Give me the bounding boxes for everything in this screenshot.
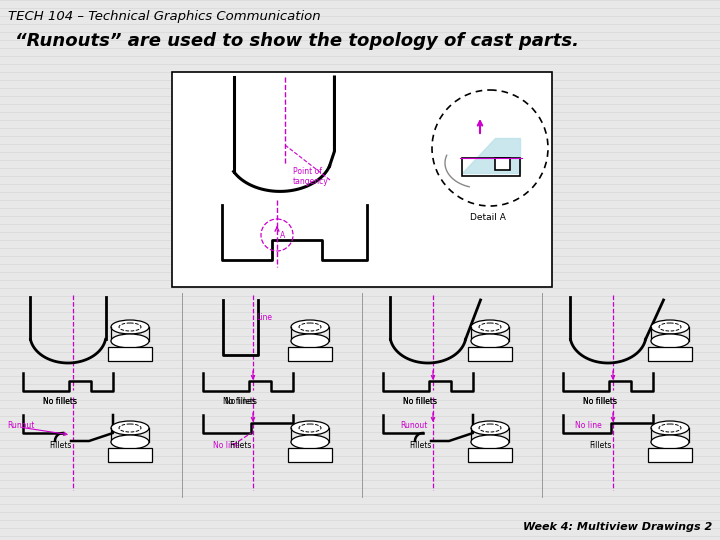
Ellipse shape: [111, 334, 149, 348]
Bar: [172, 72, 552, 287]
Ellipse shape: [111, 320, 149, 334]
Text: Runout: Runout: [400, 421, 428, 430]
Bar: [468, 448, 512, 462]
Ellipse shape: [471, 320, 509, 334]
Text: No fillets: No fillets: [583, 397, 617, 406]
Text: Fillets: Fillets: [229, 441, 251, 450]
Text: Fillets: Fillets: [49, 441, 71, 450]
Ellipse shape: [291, 421, 329, 435]
Text: No fillets: No fillets: [403, 397, 437, 406]
Text: No fillets: No fillets: [223, 397, 257, 406]
Text: A: A: [280, 231, 285, 240]
Text: Point of
tangency: Point of tangency: [293, 167, 329, 186]
Text: TECH 104 – Technical Graphics Communication: TECH 104 – Technical Graphics Communicat…: [8, 10, 320, 23]
Text: No line: No line: [575, 421, 602, 430]
Text: No fillets: No fillets: [403, 397, 437, 406]
Bar: [648, 347, 692, 361]
Bar: [108, 448, 152, 462]
Bar: [108, 347, 152, 361]
Text: Week 4: Multiview Drawings 2: Week 4: Multiview Drawings 2: [523, 522, 712, 532]
Text: No fillets: No fillets: [43, 397, 77, 406]
Text: Line: Line: [256, 313, 272, 322]
Text: No fillets: No fillets: [583, 397, 617, 406]
Ellipse shape: [651, 421, 689, 435]
Ellipse shape: [471, 421, 509, 435]
Text: Detail A: Detail A: [470, 213, 506, 222]
Text: No lines: No lines: [225, 397, 256, 406]
Text: “Runouts” are used to show the topology of cast parts.: “Runouts” are used to show the topology …: [15, 32, 579, 50]
Bar: [468, 347, 512, 361]
Text: Fillets: Fillets: [589, 441, 611, 450]
Bar: [288, 347, 332, 361]
Ellipse shape: [111, 435, 149, 449]
Ellipse shape: [651, 320, 689, 334]
Ellipse shape: [651, 435, 689, 449]
Ellipse shape: [291, 334, 329, 348]
Ellipse shape: [111, 421, 149, 435]
Ellipse shape: [291, 435, 329, 449]
Ellipse shape: [471, 334, 509, 348]
Bar: [462, 158, 520, 176]
Text: No line: No line: [213, 441, 240, 450]
Ellipse shape: [471, 435, 509, 449]
Bar: [288, 448, 332, 462]
Text: Runout: Runout: [7, 421, 35, 430]
Text: No fillets: No fillets: [43, 397, 77, 406]
Bar: [648, 448, 692, 462]
Ellipse shape: [651, 334, 689, 348]
Polygon shape: [462, 138, 520, 173]
Ellipse shape: [291, 320, 329, 334]
Bar: [495, 158, 510, 170]
Text: Fillets: Fillets: [409, 441, 431, 450]
